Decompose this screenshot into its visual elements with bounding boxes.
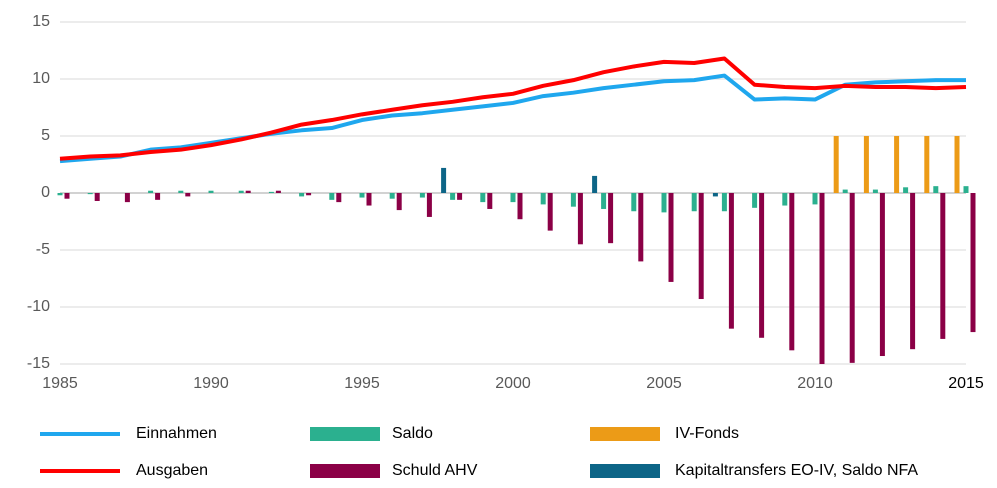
bar [570, 193, 576, 207]
bar [396, 193, 402, 211]
bar [148, 190, 154, 193]
legend-swatch [590, 427, 660, 441]
y-tick-label: -5 [36, 241, 50, 258]
bar [57, 193, 63, 196]
bar [668, 193, 674, 282]
bar [592, 175, 598, 193]
bar [970, 193, 976, 333]
legend-swatch [310, 427, 380, 441]
bar [275, 190, 281, 193]
bar [691, 193, 697, 212]
bar [812, 193, 818, 205]
bar [879, 193, 885, 357]
bar [752, 193, 758, 208]
bar [963, 186, 969, 193]
bar [631, 193, 637, 212]
bar [601, 193, 607, 209]
legend-label: Schuld AHV [392, 462, 478, 479]
bar [480, 193, 486, 203]
bar [661, 193, 667, 213]
y-tick-label: 5 [41, 127, 50, 144]
bar [329, 193, 335, 200]
bar [336, 193, 342, 203]
bar [954, 136, 960, 193]
bar [64, 193, 70, 199]
bar [124, 193, 130, 203]
x-tick-label: 2005 [646, 375, 682, 392]
bar [833, 136, 839, 193]
y-tick-label: 15 [32, 13, 50, 30]
bar [94, 193, 100, 201]
y-tick-label: -10 [27, 298, 50, 315]
bar [924, 136, 930, 193]
bar [819, 193, 825, 364]
bar [547, 193, 553, 231]
legend-swatch [310, 464, 380, 478]
bar [238, 190, 244, 193]
bar [268, 191, 274, 193]
bar [185, 193, 191, 197]
bar [359, 193, 365, 198]
bar [457, 193, 463, 200]
x-tick-label: 1990 [193, 375, 229, 392]
bar [208, 190, 214, 193]
bar [389, 193, 395, 199]
bar [940, 193, 946, 339]
bar [782, 193, 788, 206]
x-tick-label: 2010 [797, 375, 833, 392]
bar [419, 193, 425, 198]
bar [540, 193, 546, 205]
bar [698, 193, 704, 300]
bar [863, 136, 869, 193]
bar [933, 186, 939, 193]
bar [577, 193, 583, 245]
bar [872, 189, 878, 193]
bar [178, 190, 184, 193]
bar [910, 193, 916, 350]
x-tick-label: 1985 [42, 375, 78, 392]
bar [510, 193, 516, 203]
bar [517, 193, 523, 220]
bar [608, 193, 614, 244]
bar [789, 193, 795, 351]
bar [87, 193, 93, 195]
x-tick-label: 1995 [344, 375, 380, 392]
bar [712, 193, 718, 197]
line-series [59, 56, 967, 161]
bar [299, 193, 305, 197]
bar [842, 189, 848, 193]
legend-label: Saldo [392, 425, 433, 442]
bar [759, 193, 765, 338]
legend-swatch [590, 464, 660, 478]
x-tick-label: 2000 [495, 375, 531, 392]
bar [245, 190, 251, 193]
legend-label: Einnahmen [136, 425, 217, 442]
bar [721, 193, 727, 212]
bar [487, 193, 493, 209]
legend-label: IV-Fonds [675, 425, 739, 442]
y-tick-label: -15 [27, 355, 50, 372]
bar [728, 193, 734, 329]
y-tick-label: 10 [32, 70, 50, 87]
bar [441, 167, 447, 193]
bar [894, 136, 900, 193]
bar [306, 193, 312, 196]
y-tick-label: 0 [41, 184, 50, 201]
legend-label: Ausgaben [136, 462, 208, 479]
x-tick-label: 2015 [948, 375, 984, 392]
bar [638, 193, 644, 262]
line-series [59, 73, 966, 164]
legend-label: Kapitaltransfers EO-IV, Saldo NFA [675, 462, 918, 479]
bar [450, 193, 456, 200]
bar [849, 193, 855, 363]
bar [426, 193, 432, 217]
bar [903, 187, 909, 193]
bar [366, 193, 372, 206]
bar [155, 193, 161, 200]
